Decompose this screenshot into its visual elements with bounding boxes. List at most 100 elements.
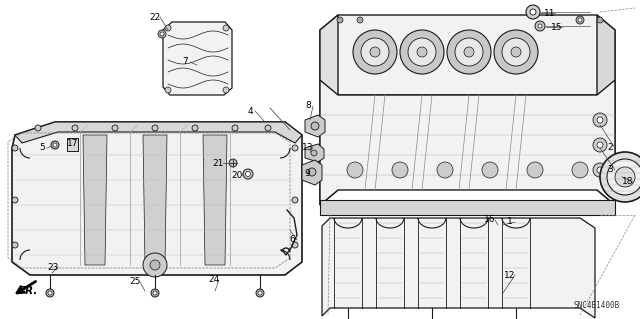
Circle shape <box>151 289 159 297</box>
Text: 2: 2 <box>607 144 613 152</box>
Circle shape <box>160 32 164 36</box>
Circle shape <box>311 150 317 156</box>
Circle shape <box>165 25 171 31</box>
Text: 11: 11 <box>544 9 556 18</box>
Circle shape <box>538 24 542 28</box>
Polygon shape <box>305 144 324 162</box>
Circle shape <box>417 47 427 57</box>
Circle shape <box>357 17 363 23</box>
Circle shape <box>447 30 491 74</box>
Circle shape <box>597 167 603 173</box>
Circle shape <box>600 152 640 202</box>
Polygon shape <box>203 135 227 265</box>
Text: 3: 3 <box>607 166 613 174</box>
Circle shape <box>292 242 298 248</box>
Polygon shape <box>83 135 107 265</box>
Circle shape <box>576 16 584 24</box>
Circle shape <box>243 169 253 179</box>
Circle shape <box>527 162 543 178</box>
Polygon shape <box>320 15 338 205</box>
Circle shape <box>292 145 298 151</box>
Text: 24: 24 <box>209 276 220 285</box>
Polygon shape <box>320 80 615 205</box>
Text: 17: 17 <box>67 138 79 147</box>
Circle shape <box>150 260 160 270</box>
Polygon shape <box>15 122 302 143</box>
Polygon shape <box>12 122 302 275</box>
Polygon shape <box>163 22 232 95</box>
Circle shape <box>165 87 171 93</box>
Circle shape <box>258 291 262 295</box>
Text: 6: 6 <box>289 235 295 244</box>
Circle shape <box>464 47 474 57</box>
Circle shape <box>597 117 603 123</box>
Text: 16: 16 <box>484 216 496 225</box>
Circle shape <box>229 159 237 167</box>
Circle shape <box>51 141 59 149</box>
Circle shape <box>408 38 436 66</box>
Text: 7: 7 <box>182 57 188 66</box>
Circle shape <box>511 47 521 57</box>
Circle shape <box>152 125 158 131</box>
Polygon shape <box>597 15 615 205</box>
Text: 18: 18 <box>622 177 634 187</box>
Circle shape <box>572 162 588 178</box>
Polygon shape <box>320 15 615 95</box>
Circle shape <box>232 125 238 131</box>
Circle shape <box>577 17 583 23</box>
Circle shape <box>400 30 444 74</box>
Circle shape <box>593 138 607 152</box>
Text: 21: 21 <box>212 159 224 167</box>
Circle shape <box>361 38 389 66</box>
Circle shape <box>370 47 380 57</box>
Circle shape <box>347 162 363 178</box>
Text: 4: 4 <box>247 107 253 115</box>
Circle shape <box>593 163 607 177</box>
Polygon shape <box>305 115 325 137</box>
Polygon shape <box>143 135 167 265</box>
Text: 5: 5 <box>39 144 45 152</box>
Text: 1: 1 <box>507 218 513 226</box>
Circle shape <box>48 291 52 295</box>
Circle shape <box>526 5 540 19</box>
Circle shape <box>482 162 498 178</box>
Circle shape <box>246 172 250 176</box>
Circle shape <box>392 162 408 178</box>
Circle shape <box>455 38 483 66</box>
Circle shape <box>615 167 635 187</box>
Circle shape <box>308 168 316 176</box>
Circle shape <box>143 253 167 277</box>
Text: 23: 23 <box>47 263 59 271</box>
Circle shape <box>593 113 607 127</box>
Circle shape <box>494 30 538 74</box>
Circle shape <box>12 242 18 248</box>
Circle shape <box>256 289 264 297</box>
Text: 9: 9 <box>304 168 310 177</box>
Circle shape <box>578 18 582 22</box>
Circle shape <box>337 17 343 23</box>
FancyBboxPatch shape <box>67 137 77 151</box>
Text: 13: 13 <box>302 143 314 152</box>
Circle shape <box>607 159 640 195</box>
Circle shape <box>192 125 198 131</box>
Circle shape <box>530 9 536 15</box>
Text: FR.: FR. <box>19 286 38 296</box>
Circle shape <box>35 125 41 131</box>
Circle shape <box>311 122 319 130</box>
Circle shape <box>353 30 397 74</box>
Circle shape <box>502 38 530 66</box>
Circle shape <box>223 25 229 31</box>
Circle shape <box>72 125 78 131</box>
Text: 8: 8 <box>305 101 311 110</box>
Circle shape <box>437 162 453 178</box>
Polygon shape <box>302 160 322 185</box>
Circle shape <box>12 197 18 203</box>
Circle shape <box>158 30 166 38</box>
Circle shape <box>12 145 18 151</box>
Circle shape <box>223 87 229 93</box>
Polygon shape <box>320 200 615 215</box>
Circle shape <box>53 143 57 147</box>
Circle shape <box>597 17 603 23</box>
Circle shape <box>153 291 157 295</box>
Circle shape <box>265 125 271 131</box>
